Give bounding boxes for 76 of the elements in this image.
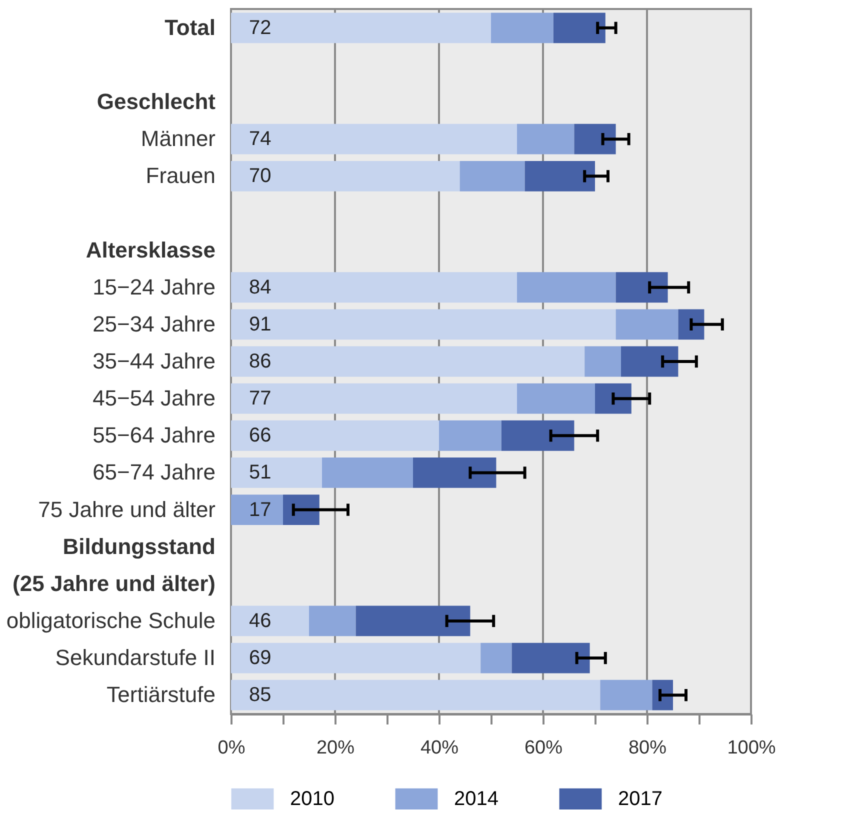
legend-label: 2014 <box>454 788 498 810</box>
bar <box>283 494 320 525</box>
y-tick-label: Männer <box>140 126 216 152</box>
y-tick-label: 25−34 Jahre <box>92 311 216 336</box>
bar <box>231 272 517 303</box>
y-tick-label: 15−24 Jahre <box>92 274 216 300</box>
total-label: 46 <box>249 610 272 632</box>
y-tick-label: Bildungsstand <box>62 534 216 559</box>
bar <box>517 383 595 414</box>
x-tick-label: 20% <box>316 738 355 758</box>
bar <box>616 272 668 303</box>
bar <box>231 309 616 340</box>
legend-label: 2017 <box>618 788 662 810</box>
bar <box>231 160 460 192</box>
total-label: 17 <box>249 498 272 521</box>
bar <box>231 606 309 636</box>
y-tick-label: 35−44 Jahre <box>92 348 216 374</box>
bar <box>621 346 678 377</box>
y-tick-label: 75 Jahre und älter <box>38 496 216 522</box>
y-tick-label: Altersklasse <box>86 237 216 262</box>
bar <box>517 124 574 154</box>
x-tick-label: 100% <box>727 738 776 758</box>
bar <box>231 124 517 154</box>
bar <box>231 383 517 414</box>
bar <box>501 420 574 451</box>
total-label: 86 <box>249 350 272 372</box>
bar <box>517 272 616 303</box>
bar <box>574 124 616 154</box>
bar <box>600 680 652 710</box>
bar <box>322 458 413 488</box>
bar <box>439 420 502 451</box>
bar <box>356 606 470 636</box>
bar <box>480 642 512 674</box>
total-label: 72 <box>249 16 272 39</box>
bar <box>512 642 590 674</box>
x-tick-label: 80% <box>628 738 667 758</box>
bar <box>413 458 496 488</box>
total-label: 51 <box>249 462 272 484</box>
bar <box>231 420 439 451</box>
total-label: 77 <box>249 388 272 410</box>
bar <box>678 309 704 340</box>
y-tick-label: Geschlecht <box>96 89 216 114</box>
total-label: 74 <box>249 128 272 150</box>
x-tick-label: 40% <box>420 738 459 758</box>
bar <box>616 309 678 340</box>
y-tick-label: obligatorische Schule <box>6 608 216 633</box>
y-tick-label: Sekundarstufe II <box>55 645 216 670</box>
x-tick-label: 60% <box>524 738 563 758</box>
total-label: 66 <box>249 424 272 447</box>
y-tick-label: 45−54 Jahre <box>92 386 216 411</box>
y-tick-label: 65−74 Jahre <box>92 460 216 485</box>
bar <box>553 12 606 44</box>
bar <box>231 346 585 377</box>
bar <box>584 346 621 377</box>
bar <box>231 12 491 44</box>
bar <box>524 160 595 192</box>
total-label: 84 <box>249 276 272 298</box>
total-label: 85 <box>249 684 272 706</box>
bar <box>491 12 554 44</box>
bar <box>231 680 600 710</box>
total-label: 70 <box>249 165 272 188</box>
y-tick-label: Total <box>164 14 216 40</box>
bar <box>595 383 632 414</box>
total-label: 69 <box>249 647 272 670</box>
y-tick-label: 55−64 Jahre <box>92 422 216 448</box>
total-label: 91 <box>249 313 272 336</box>
x-tick-label: 0% <box>218 738 246 758</box>
bar <box>231 458 322 488</box>
y-tick-label: Tertiärstufe <box>106 682 216 708</box>
y-tick-label: Frauen <box>146 163 216 188</box>
bar <box>309 606 356 636</box>
bar <box>460 160 525 192</box>
legend-label: 2010 <box>290 788 334 810</box>
bar <box>231 642 481 674</box>
y-tick-label: (25 Jahre und älter) <box>12 570 216 596</box>
bar <box>231 494 283 525</box>
